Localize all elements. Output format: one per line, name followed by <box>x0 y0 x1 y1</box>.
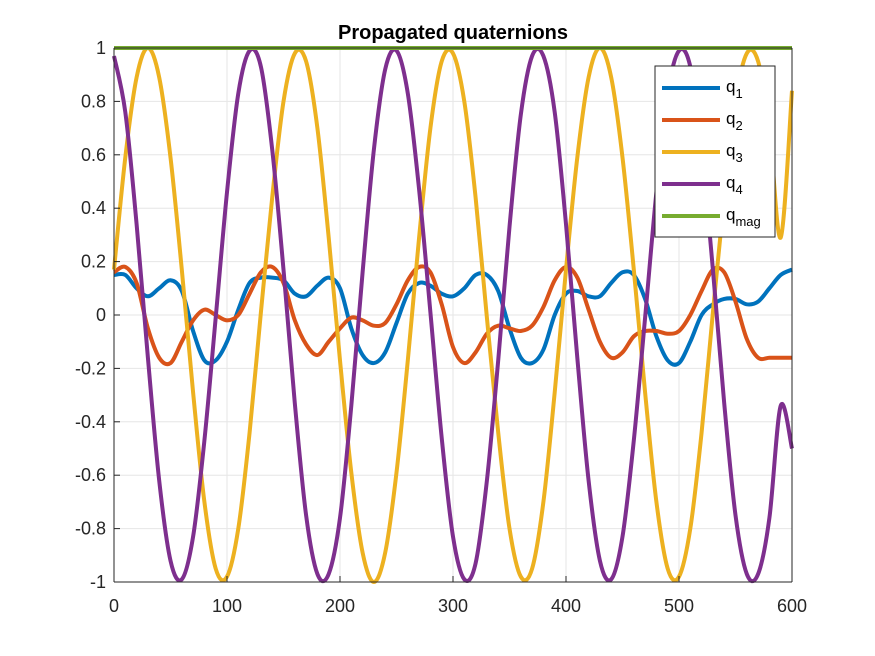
y-tick-label: 0.4 <box>81 198 106 218</box>
x-tick-label: 500 <box>664 596 694 616</box>
x-tick-label: 300 <box>438 596 468 616</box>
chart-title: Propagated quaternions <box>338 22 568 44</box>
y-tick-label: 1 <box>96 38 106 58</box>
series-line-q4 <box>112 46 794 584</box>
legend-label-main: q <box>726 77 735 96</box>
y-tick-label: -0.2 <box>75 358 106 378</box>
legend-label-main: q <box>726 109 735 128</box>
legend-label-subscript: 2 <box>735 118 742 133</box>
y-tick-label: 0.8 <box>81 91 106 111</box>
legend-label-main: q <box>726 141 735 160</box>
legend-label-q1: q1 <box>726 77 743 101</box>
y-tick-label: -0.4 <box>75 412 106 432</box>
legend-label-subscript: 1 <box>735 86 742 101</box>
x-tick-label: 0 <box>109 596 119 616</box>
axes: 0 100 200 300 400 500 600 -1 -0.8 -0.6 -0.4 -0.2 0 0.… <box>75 38 807 616</box>
x-tick-label: 100 <box>212 596 242 616</box>
legend-label-q4: q4 <box>726 173 743 197</box>
legend-label-subscript: mag <box>735 214 760 229</box>
legend-label-main: q <box>726 173 735 192</box>
y-tick-label: -0.6 <box>75 465 106 485</box>
series-line-q2 <box>112 264 792 367</box>
legend-label-qmag: qmag <box>726 205 761 229</box>
y-tick-label: -0.8 <box>75 519 106 539</box>
legend-label-q2: q2 <box>726 109 743 133</box>
y-tick-label: 0.2 <box>81 252 106 272</box>
y-tick-label: -1 <box>90 572 106 592</box>
y-tick-label: 0.6 <box>81 145 106 165</box>
legend-label-subscript: 4 <box>735 182 742 197</box>
x-tick-label: 400 <box>551 596 581 616</box>
legend-label-main: q <box>726 205 735 224</box>
x-tick-label: 600 <box>777 596 807 616</box>
x-tick-label: 200 <box>325 596 355 616</box>
y-tick-label: 0 <box>96 305 106 325</box>
series-line-q3 <box>112 46 794 584</box>
legend-label-subscript: 3 <box>735 150 742 165</box>
legend-label-q3: q3 <box>726 141 743 165</box>
series-line-q1 <box>113 267 793 367</box>
